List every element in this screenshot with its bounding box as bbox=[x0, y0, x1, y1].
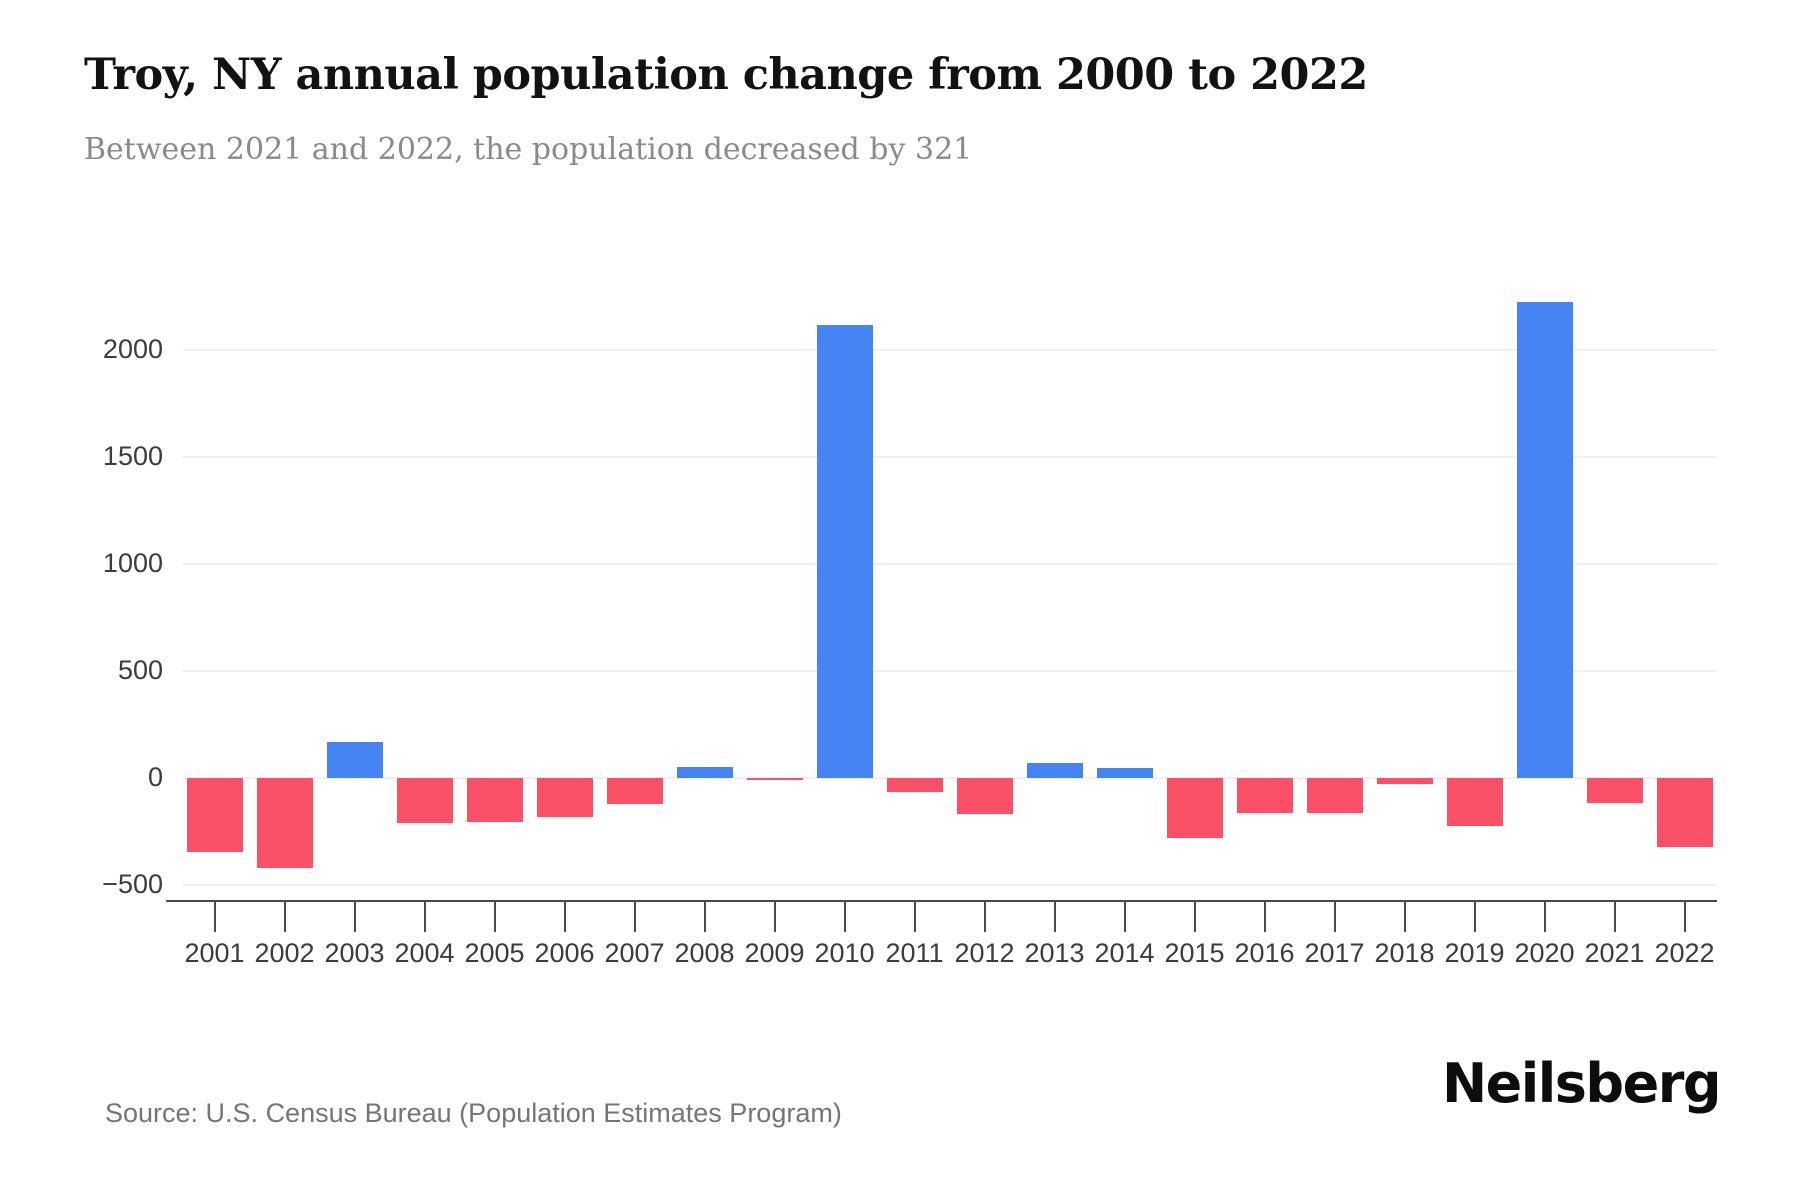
brand-logo: Neilsberg bbox=[1441, 1052, 1722, 1115]
x-axis-tick-2015 bbox=[1194, 902, 1196, 932]
bar-2003[interactable] bbox=[327, 742, 383, 778]
bar-2001[interactable] bbox=[187, 778, 243, 852]
x-axis-tick-2017 bbox=[1334, 902, 1336, 932]
x-axis-tick-2022 bbox=[1684, 902, 1686, 932]
y-axis-tick-label: 1500 bbox=[102, 441, 163, 471]
x-axis-tick-2011 bbox=[914, 902, 916, 932]
x-axis-label-2018: 2018 bbox=[1374, 938, 1435, 968]
bar-2006[interactable] bbox=[537, 778, 593, 817]
y-axis-tick-label: 500 bbox=[117, 655, 163, 685]
x-axis-label-2002: 2002 bbox=[254, 938, 315, 968]
x-axis-label-2012: 2012 bbox=[954, 938, 1015, 968]
x-axis-label-2001: 2001 bbox=[184, 938, 245, 968]
chart-subtitle: Between 2021 and 2022, the population de… bbox=[84, 132, 973, 167]
x-axis-tick-2021 bbox=[1614, 902, 1616, 932]
x-axis-tick-2014 bbox=[1124, 902, 1126, 932]
x-axis-tick-2008 bbox=[704, 902, 706, 932]
x-axis-tick-2001 bbox=[214, 902, 216, 932]
gridline-0 bbox=[183, 777, 1717, 779]
bar-2018[interactable] bbox=[1377, 778, 1433, 784]
x-axis-tick-2005 bbox=[494, 902, 496, 932]
bar-2017[interactable] bbox=[1307, 778, 1363, 813]
x-axis-label-2009: 2009 bbox=[744, 938, 805, 968]
x-axis-label-2016: 2016 bbox=[1234, 938, 1295, 968]
x-axis-label-2014: 2014 bbox=[1094, 938, 1155, 968]
x-axis-label-2003: 2003 bbox=[324, 938, 385, 968]
gridline-−500 bbox=[183, 884, 1717, 886]
x-axis-tick-2003 bbox=[354, 902, 356, 932]
bar-2016[interactable] bbox=[1237, 778, 1293, 813]
x-axis-label-2013: 2013 bbox=[1024, 938, 1085, 968]
x-axis-tick-2006 bbox=[564, 902, 566, 932]
x-axis-tick-2002 bbox=[284, 902, 286, 932]
x-axis-label-2015: 2015 bbox=[1164, 938, 1225, 968]
bar-2012[interactable] bbox=[957, 778, 1013, 814]
y-axis-tick-label: −500 bbox=[102, 869, 163, 899]
bar-2014[interactable] bbox=[1097, 768, 1153, 778]
x-axis-label-2021: 2021 bbox=[1584, 938, 1645, 968]
x-axis-tick-2012 bbox=[984, 902, 986, 932]
x-axis-tick-2007 bbox=[634, 902, 636, 932]
x-axis-tick-2009 bbox=[774, 902, 776, 932]
x-axis-tick-2004 bbox=[424, 902, 426, 932]
chart-title: Troy, NY annual population change from 2… bbox=[84, 50, 1368, 100]
bar-2015[interactable] bbox=[1167, 778, 1223, 838]
y-axis-tick-label: 0 bbox=[147, 762, 163, 792]
bar-2019[interactable] bbox=[1447, 778, 1503, 826]
x-axis-label-2019: 2019 bbox=[1444, 938, 1505, 968]
x-axis-label-2005: 2005 bbox=[464, 938, 525, 968]
bar-2008[interactable] bbox=[677, 767, 733, 778]
x-axis-tick-2013 bbox=[1054, 902, 1056, 932]
bar-2005[interactable] bbox=[467, 778, 523, 822]
gridline-500 bbox=[183, 670, 1717, 672]
y-axis: 2000 1500 1000 500 0 −500 bbox=[0, 280, 163, 900]
bar-2004[interactable] bbox=[397, 778, 453, 823]
source-note: Source: U.S. Census Bureau (Population E… bbox=[105, 1098, 842, 1128]
x-axis-tick-2019 bbox=[1474, 902, 1476, 932]
x-axis-label-2006: 2006 bbox=[534, 938, 595, 968]
y-axis-tick-label: 1000 bbox=[102, 548, 163, 578]
bar-2007[interactable] bbox=[607, 778, 663, 804]
bar-2022[interactable] bbox=[1657, 778, 1713, 847]
x-axis-line bbox=[166, 900, 1717, 902]
bar-2010[interactable] bbox=[817, 325, 873, 778]
gridline-1500 bbox=[183, 456, 1717, 458]
bar-2020[interactable] bbox=[1517, 302, 1573, 778]
x-axis-label-2017: 2017 bbox=[1304, 938, 1365, 968]
x-axis-label-2007: 2007 bbox=[604, 938, 665, 968]
bar-2009[interactable] bbox=[747, 778, 803, 780]
x-axis-tick-2020 bbox=[1544, 902, 1546, 932]
gridline-1000 bbox=[183, 563, 1717, 565]
bar-2013[interactable] bbox=[1027, 763, 1083, 778]
x-axis-label-2008: 2008 bbox=[674, 938, 735, 968]
x-axis-label-2020: 2020 bbox=[1514, 938, 1575, 968]
gridline-2000 bbox=[183, 349, 1717, 351]
plot-area: 2001 2002 2003 2004 2005 2006 2007 2008 2009 2010… bbox=[166, 280, 1717, 968]
x-axis-label-2004: 2004 bbox=[394, 938, 455, 968]
bar-2002[interactable] bbox=[257, 778, 313, 868]
bar-2021[interactable] bbox=[1587, 778, 1643, 803]
x-axis-tick-2010 bbox=[844, 902, 846, 932]
x-axis-tick-2016 bbox=[1264, 902, 1266, 932]
y-axis-tick-label: 2000 bbox=[102, 334, 163, 364]
x-axis-label-2022: 2022 bbox=[1654, 938, 1715, 968]
x-axis-label-2011: 2011 bbox=[885, 938, 944, 968]
x-axis-label-2010: 2010 bbox=[814, 938, 875, 968]
bar-2011[interactable] bbox=[887, 778, 943, 792]
x-axis-tick-2018 bbox=[1404, 902, 1406, 932]
